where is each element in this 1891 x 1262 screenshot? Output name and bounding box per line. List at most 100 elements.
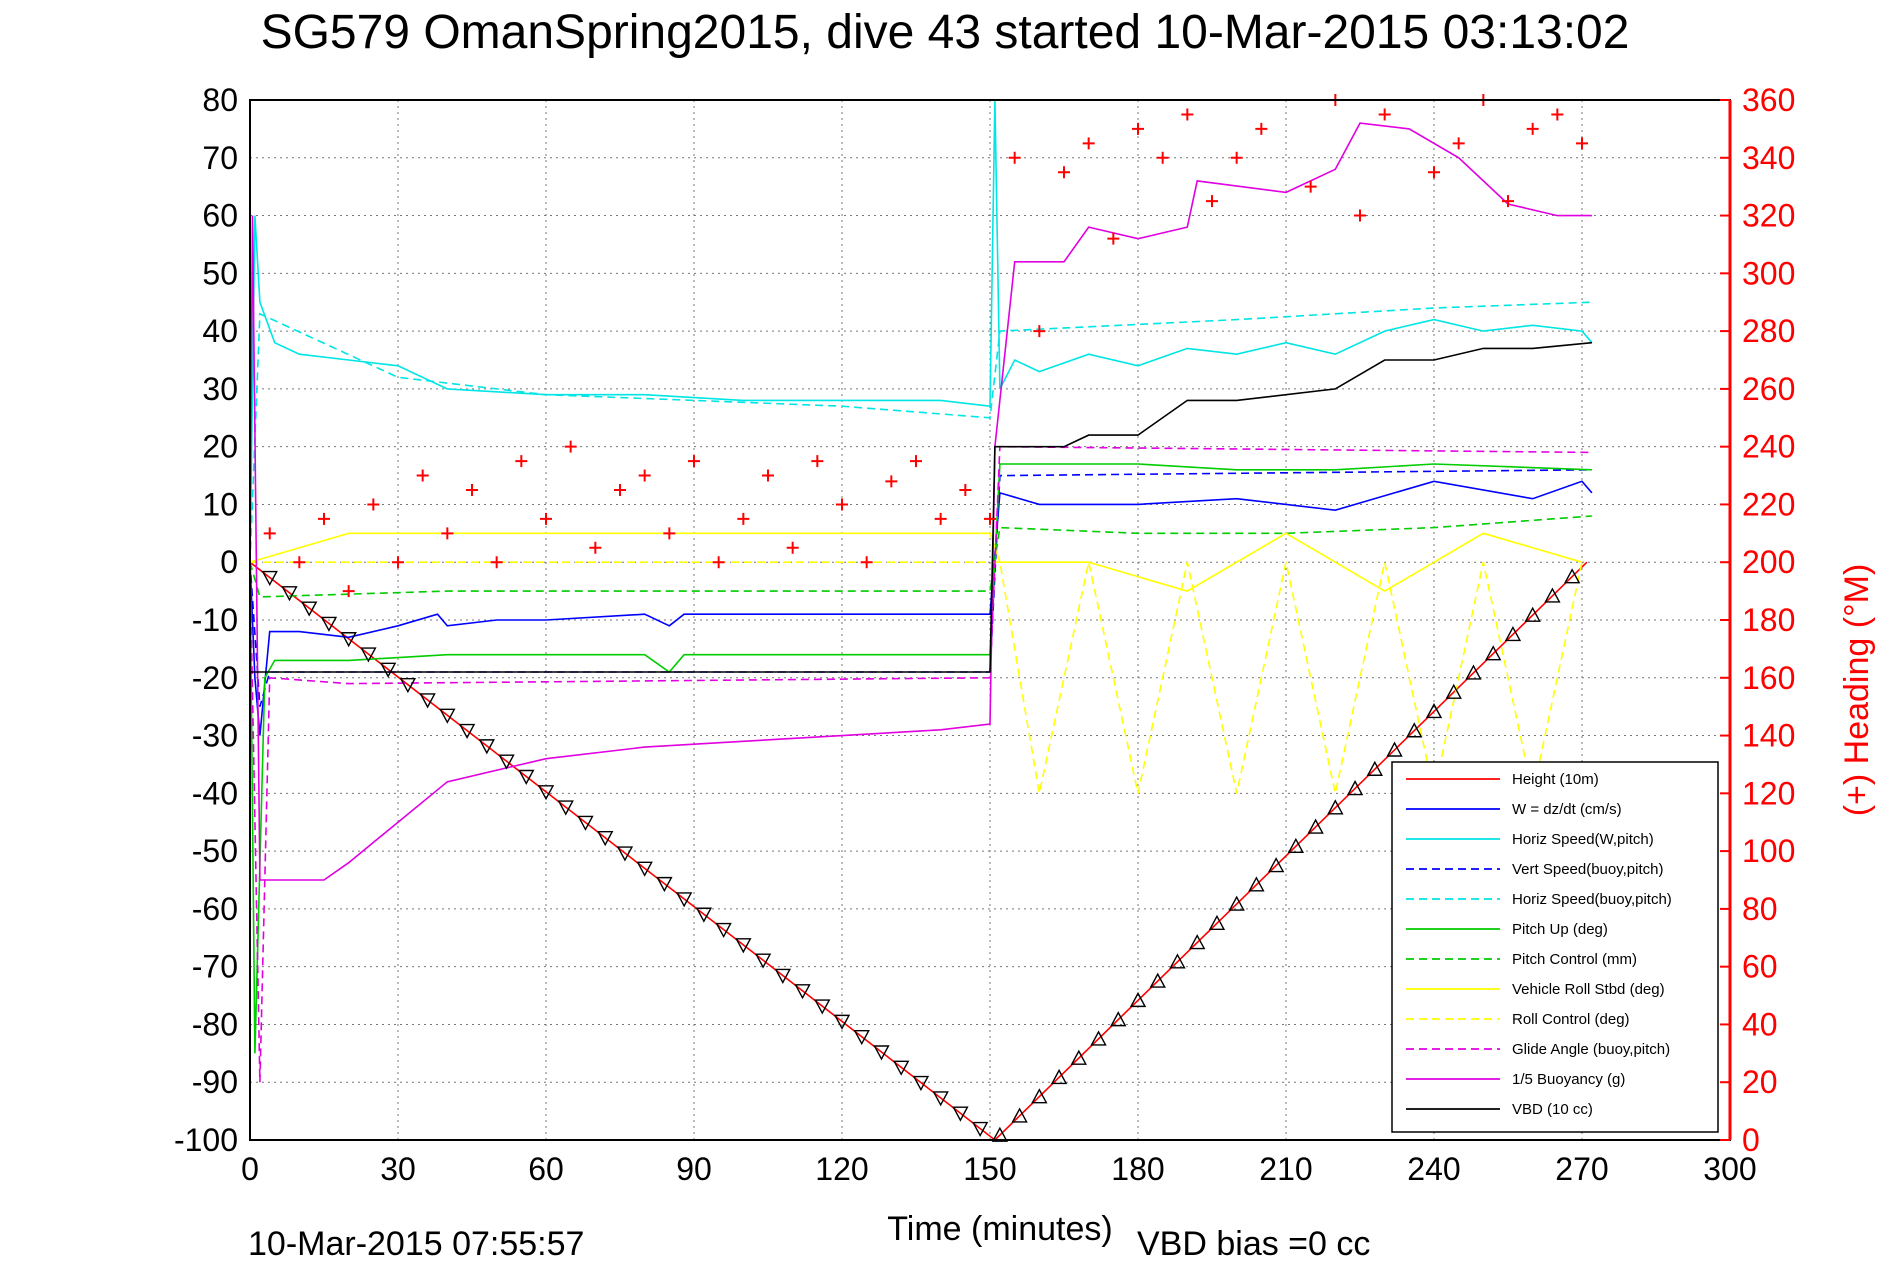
- series-heading: [263, 94, 1588, 598]
- depth-marker: [281, 586, 298, 602]
- depth-marker: [320, 616, 338, 632]
- x-tick-label: 210: [1259, 1151, 1312, 1187]
- legend-entry: Height (10m): [1512, 771, 1599, 788]
- depth-marker: [1129, 991, 1147, 1008]
- depth-marker: [1169, 953, 1186, 969]
- depth-marker: [774, 968, 791, 984]
- heading-point: [1354, 209, 1366, 222]
- heading-point: [910, 455, 922, 468]
- y-tick-label: -40: [192, 775, 238, 811]
- depth-marker: [735, 938, 752, 954]
- legend-entry: Pitch Control (mm): [1512, 951, 1637, 968]
- y2-tick-label: 0: [1742, 1122, 1760, 1158]
- y-tick-label: -50: [192, 833, 238, 869]
- heading-point: [934, 512, 947, 525]
- heading-point: [441, 527, 454, 540]
- y2-tick-label: 220: [1742, 486, 1795, 522]
- chart-title: SG579 OmanSpring2015, dive 43 started 10…: [261, 6, 1630, 59]
- heading-point: [786, 541, 799, 554]
- y-axis-right: 3603403203002802602402202001801601401201…: [1720, 82, 1795, 1158]
- depth-marker: [1425, 703, 1443, 719]
- depth-marker: [518, 769, 535, 785]
- heading-point: [712, 556, 725, 569]
- heading-point: [1576, 137, 1588, 150]
- depth-marker: [952, 1106, 969, 1122]
- heading-point: [392, 556, 404, 569]
- legend-entry: Vert Speed(buoy,pitch): [1512, 861, 1663, 878]
- series-horiz-speed-w-pitch: [249, 99, 1593, 563]
- x-tick-label: 0: [241, 1151, 259, 1187]
- y2-tick-label: 200: [1742, 544, 1795, 580]
- heading-point: [367, 498, 380, 511]
- depth-marker: [1563, 568, 1581, 584]
- legend-entry: W = dz/dt (cm/s): [1512, 801, 1622, 818]
- heading-point: [762, 469, 774, 482]
- depth-marker: [360, 647, 377, 663]
- heading-point: [1452, 137, 1465, 150]
- y2-tick-label: 280: [1742, 313, 1795, 349]
- y2-tick-label: 240: [1742, 429, 1795, 465]
- y2-tick-label: 300: [1742, 255, 1795, 291]
- legend-entry: Vehicle Roll Stbd (deg): [1512, 981, 1665, 998]
- legend-entry: 1/5 Buoyancy (g): [1512, 1071, 1625, 1088]
- heading-point: [490, 556, 503, 569]
- heading-point: [293, 556, 306, 569]
- x-tick-label: 300: [1703, 1151, 1756, 1187]
- heading-point: [342, 585, 355, 598]
- depth-marker: [932, 1091, 949, 1107]
- heading-point: [1107, 232, 1120, 245]
- depth-marker: [537, 785, 555, 801]
- legend-entry: Roll Control (deg): [1512, 1011, 1630, 1028]
- depth-marker: [912, 1075, 930, 1092]
- heading-point: [1132, 122, 1144, 135]
- heading-point: [1230, 151, 1243, 164]
- y2-tick-label: 360: [1742, 82, 1795, 118]
- depth-marker: [1307, 818, 1324, 834]
- y2-tick-label: 160: [1742, 660, 1795, 696]
- depth-marker: [1504, 625, 1522, 642]
- depth-marker: [419, 693, 436, 709]
- heading-point: [1551, 108, 1564, 121]
- heading-point: [688, 455, 700, 468]
- y-tick-label: 0: [220, 544, 238, 580]
- heading-point: [540, 512, 552, 525]
- y2-tick-label: 20: [1742, 1064, 1778, 1100]
- y2-tick-label: 60: [1742, 949, 1778, 985]
- y-tick-label: -10: [192, 602, 238, 638]
- depth-marker: [1228, 895, 1245, 911]
- x-tick-label: 60: [528, 1151, 564, 1187]
- depth-marker: [1524, 606, 1541, 622]
- heading-point: [737, 512, 750, 525]
- heading-point: [1255, 122, 1268, 135]
- heading-point: [1502, 195, 1514, 208]
- x-tick-label: 90: [676, 1151, 712, 1187]
- y2-tick-label: 120: [1742, 775, 1795, 811]
- heading-point: [1206, 195, 1218, 208]
- depth-marker: [1050, 1068, 1068, 1085]
- heading-point: [1033, 325, 1046, 338]
- depth-marker: [754, 953, 772, 969]
- depth-marker: [675, 892, 693, 908]
- heading-point: [1378, 108, 1391, 121]
- depth-marker: [833, 1014, 851, 1030]
- depth-marker: [1110, 1011, 1127, 1027]
- series-roll-control-deg: [250, 561, 1583, 794]
- heading-point: [466, 484, 478, 496]
- depth-marker: [1090, 1030, 1107, 1046]
- depth-marker: [1267, 857, 1285, 873]
- depth-marker: [1327, 799, 1344, 815]
- depth-marker: [1465, 664, 1482, 680]
- depth-markers: [261, 568, 1581, 1142]
- heading-point: [1156, 151, 1169, 164]
- depth-marker: [1031, 1088, 1048, 1104]
- depth-marker: [577, 815, 594, 831]
- heading-point: [959, 484, 972, 496]
- depth-marker: [557, 800, 574, 816]
- series-w-dz-dt-cm-s: [249, 480, 1593, 736]
- depth-marker: [715, 922, 732, 939]
- heading-point: [515, 455, 528, 468]
- heading-point: [1526, 122, 1539, 135]
- legend-entry: Pitch Up (deg): [1512, 921, 1608, 938]
- y-tick-label: 60: [202, 198, 238, 234]
